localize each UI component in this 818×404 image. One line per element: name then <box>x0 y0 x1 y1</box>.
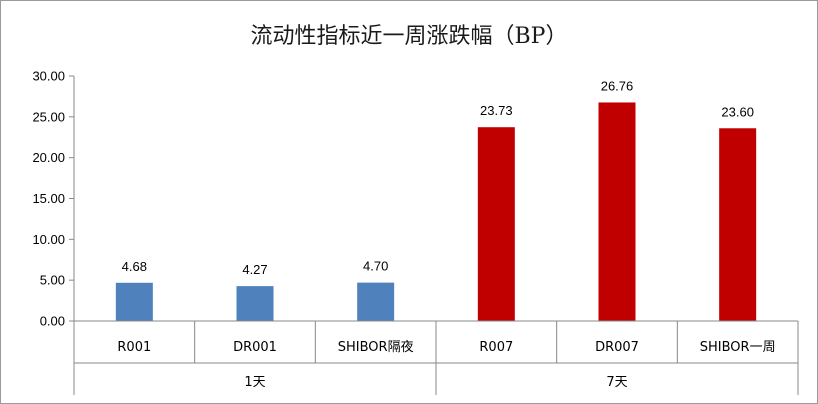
y-tick-label: 20.00 <box>32 150 65 165</box>
bar-R001 <box>115 282 153 321</box>
y-tick-label: 0.00 <box>40 314 65 329</box>
category-label: SHIBOR隔夜 <box>338 340 414 355</box>
group-labels: 1天 7天 <box>244 375 627 390</box>
data-label: 23.73 <box>480 103 513 118</box>
x-axis <box>73 320 799 395</box>
category-label: R007 <box>479 340 513 355</box>
data-label: 4.70 <box>363 259 388 274</box>
bar-DR001 <box>236 286 274 321</box>
y-tick-label: 30.00 <box>32 69 65 84</box>
y-tick-label: 15.00 <box>32 191 65 206</box>
category-labels: R001 DR001 SHIBOR隔夜 R007 DR007 SHIBOR一周 <box>117 340 775 355</box>
data-labels: 4.68 4.27 4.70 23.73 26.76 23.60 <box>122 78 754 277</box>
data-label: 4.27 <box>242 262 267 277</box>
category-label: R001 <box>117 340 151 355</box>
category-label: DR007 <box>595 340 639 355</box>
category-label: SHIBOR一周 <box>700 340 776 355</box>
y-tick-label: 25.00 <box>32 109 65 124</box>
data-label: 4.68 <box>122 259 147 274</box>
bar-SHIBOR一周 <box>719 128 757 321</box>
bar-SHIBOR隔夜 <box>357 282 395 321</box>
group-label: 1天 <box>244 375 265 390</box>
y-tick-label: 5.00 <box>40 273 65 288</box>
data-label: 26.76 <box>601 78 634 93</box>
bar-R007 <box>477 127 515 321</box>
bar-DR007 <box>598 102 636 322</box>
data-label: 23.60 <box>721 104 754 119</box>
y-tick-label: 10.00 <box>32 232 65 247</box>
y-axis: 0.00 5.00 10.00 15.00 20.00 25.00 30.00 <box>32 69 75 329</box>
chart-title: 流动性指标近一周涨跌幅（BP） <box>251 24 568 49</box>
bars <box>115 102 757 322</box>
category-label: DR001 <box>233 340 277 355</box>
group-label: 7天 <box>606 375 627 390</box>
